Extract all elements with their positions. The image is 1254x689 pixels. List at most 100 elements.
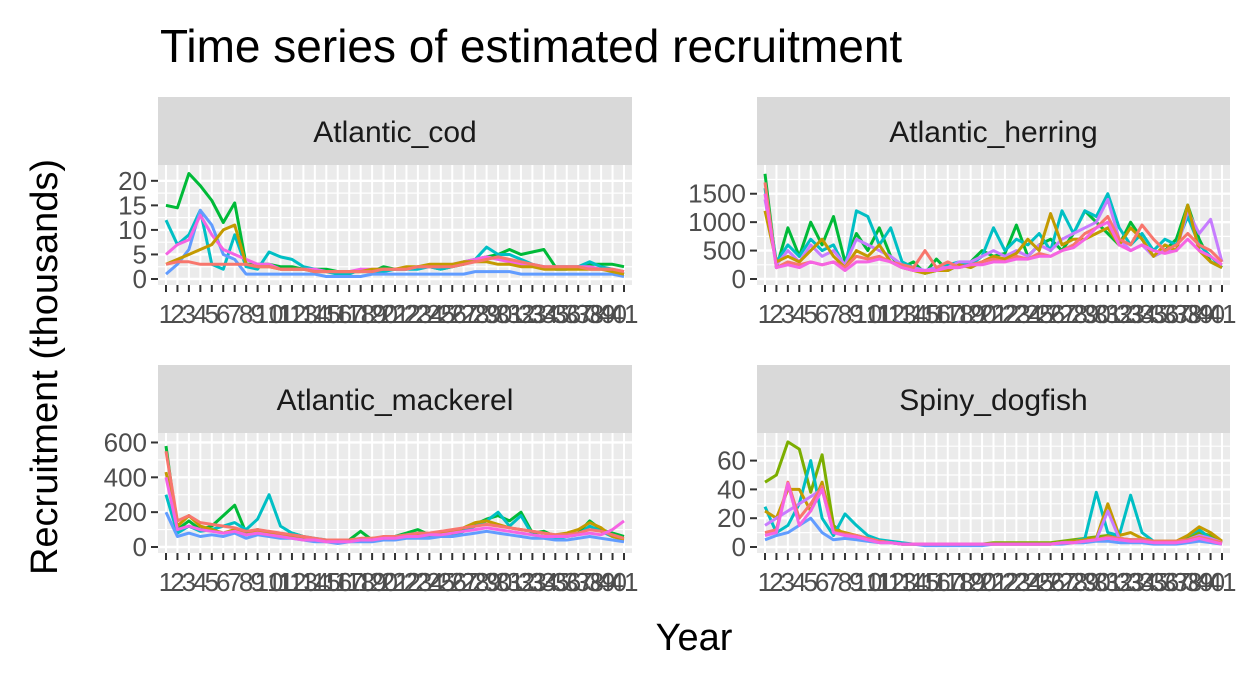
series-line-5	[164, 476, 625, 544]
x-tick-label: 29	[472, 567, 501, 597]
series-line-3	[164, 511, 625, 545]
x-tick-label: 31	[495, 567, 524, 597]
x-tick-label: 18	[945, 567, 974, 597]
x-tick-label: 21	[979, 567, 1008, 597]
x-tick-label: 15	[910, 567, 939, 597]
x-tick-label: 3	[781, 299, 795, 329]
x-tick-label: 30	[484, 567, 513, 597]
series-line-3	[763, 203, 1223, 275]
x-tick-label: 38	[575, 567, 604, 597]
x-tick-label: 29	[1070, 299, 1099, 329]
x-tick-label: 31	[1093, 299, 1122, 329]
x-tick-label: 4	[792, 299, 806, 329]
x-tick-label: 25	[1025, 299, 1054, 329]
x-tick-label: 1	[159, 567, 173, 597]
x-tick-label: 14	[899, 299, 928, 329]
x-tick-label: 30	[484, 299, 513, 329]
x-tick-label: 11	[866, 299, 893, 329]
x-tick-label: 15	[312, 299, 341, 329]
x-axis-label: Year	[656, 617, 733, 659]
x-tick-label: 26	[1036, 299, 1065, 329]
x-tick-label: 7	[826, 299, 840, 329]
x-tick-label: 37	[1162, 567, 1191, 597]
x-tick-label: 34	[1128, 299, 1157, 329]
x-tick-label: 39	[1185, 299, 1214, 329]
x-tick-label: 1	[159, 299, 173, 329]
x-tick-label: 14	[300, 567, 329, 597]
x-tick-label: 36	[1150, 299, 1179, 329]
x-tick-label: 11	[267, 299, 294, 329]
x-tick-label: 21	[381, 567, 410, 597]
x-tick-label: 41	[1208, 299, 1237, 329]
y-tick-label: 500	[703, 236, 746, 266]
x-tick-label: 9	[250, 299, 264, 329]
y-tick-label: 20	[118, 166, 147, 196]
x-tick-label: 8	[239, 567, 253, 597]
x-tick-label: 35	[1139, 299, 1168, 329]
x-tick-label: 32	[506, 567, 535, 597]
x-tick-label: 2	[170, 567, 184, 597]
x-tick-label: 2	[769, 299, 783, 329]
x-tick-label: 16	[922, 299, 951, 329]
x-tick-label: 3	[781, 567, 795, 597]
x-tick-label: 25	[426, 299, 455, 329]
x-tick-label: 27	[1048, 567, 1077, 597]
series-group	[763, 173, 1224, 275]
x-tick-label: 22	[392, 299, 421, 329]
x-tick-label: 19	[956, 299, 985, 329]
x-tick-label: 10	[853, 299, 882, 329]
facet-strip-label: Spiny_dogfish	[899, 384, 1087, 417]
y-tick-label: 0	[732, 264, 746, 294]
x-tick-label: 21	[381, 299, 410, 329]
x-tick-label: 6	[815, 299, 829, 329]
x-tick-label: 27	[449, 299, 478, 329]
x-tick-label: 7	[227, 567, 241, 597]
x-tick-label: 19	[358, 567, 387, 597]
x-tick-label: 31	[495, 299, 524, 329]
x-tick-label: 9	[250, 567, 264, 597]
x-tick-label: 25	[426, 567, 455, 597]
x-tick-label: 2	[769, 567, 783, 597]
series-group	[763, 440, 1223, 548]
x-tick-label: 20	[369, 567, 398, 597]
series-line-5	[763, 193, 1223, 272]
x-tick-label: 34	[529, 567, 558, 597]
x-tick-label: 18	[346, 299, 375, 329]
x-tick-label: 4	[792, 567, 806, 597]
facet-strip-label: Atlantic_herring	[889, 116, 1097, 149]
x-tick-label: 23	[403, 567, 432, 597]
x-tick-label: 40	[598, 299, 627, 329]
facet-strip-label: Atlantic_mackerel	[277, 384, 514, 417]
x-tick-label: 24	[415, 299, 444, 329]
x-tick-label: 26	[438, 567, 467, 597]
x-tick-label: 17	[335, 567, 364, 597]
x-tick-label: 28	[1059, 299, 1088, 329]
x-tick-label: 29	[472, 299, 501, 329]
y-tick-label: 40	[717, 474, 746, 504]
y-tick-label: 200	[104, 497, 147, 527]
x-tick-label: 13	[289, 567, 318, 597]
x-tick-label: 41	[610, 299, 639, 329]
x-tick-label: 6	[216, 299, 230, 329]
x-tick-label: 8	[838, 299, 852, 329]
x-tick-label: 5	[205, 567, 219, 597]
x-tick-label: 29	[1070, 567, 1099, 597]
x-tick-label: 32	[1105, 567, 1134, 597]
x-tick-label: 17	[933, 299, 962, 329]
x-tick-label: 20	[968, 567, 997, 597]
x-tick-label: 41	[1208, 567, 1237, 597]
x-tick-label: 15	[312, 567, 341, 597]
facets-layer: Atlantic_cod0510152012345678910111213141…	[104, 97, 1237, 597]
x-tick-label: 23	[1002, 567, 1031, 597]
x-tick-label: 40	[1196, 567, 1225, 597]
x-tick-label: 12	[876, 299, 905, 329]
x-tick-label: 10	[853, 567, 882, 597]
facet-strip	[158, 97, 632, 165]
x-tick-label: 5	[803, 299, 817, 329]
x-tick-label: 3	[182, 299, 196, 329]
series-line-2	[165, 208, 625, 278]
x-tick-label: 26	[1036, 567, 1065, 597]
y-tick-label: 20	[717, 503, 746, 533]
x-tick-label: 24	[415, 567, 444, 597]
